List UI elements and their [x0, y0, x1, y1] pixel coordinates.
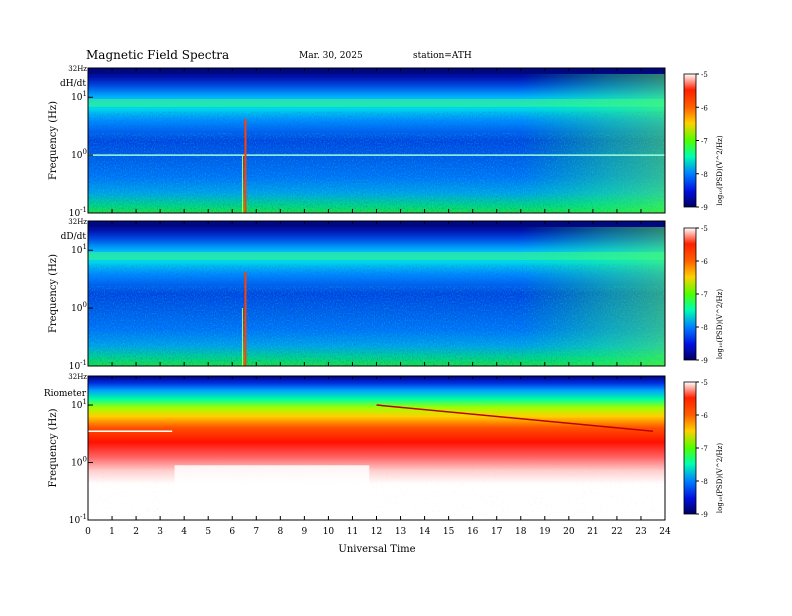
colorbar-tick-label: -6	[701, 104, 708, 112]
y-top-tick: 32Hz	[68, 373, 87, 381]
chart-date: Mar. 30, 2025	[299, 51, 363, 61]
colorbar-3: -5 -6 -7 -8 -9 log₁₀(PSD)(V^2/Hz)	[683, 379, 724, 519]
colorbar-tick-label: -5	[701, 379, 708, 387]
x-tick-label: 15	[443, 527, 455, 537]
colorbar-tick-label: -7	[701, 445, 708, 453]
colorbar-2: -5 -6 -7 -8 -9 log₁₀(PSD)(V^2/Hz)	[683, 225, 724, 365]
panel-3: Riometer 32Hz 101 100 10-1 Frequency (Hz)	[44, 373, 666, 526]
y-axis-label: Frequency (Hz)	[48, 254, 59, 333]
feature-band	[88, 98, 665, 107]
x-axis-label: Universal Time	[338, 544, 415, 555]
y-tick-label: 10-1	[69, 359, 87, 372]
x-tick-label: 2	[133, 527, 139, 537]
colorbar-tick-label: -9	[701, 204, 708, 212]
colorbar-tick-label: -8	[701, 171, 708, 179]
x-tick-label: 1	[109, 527, 115, 537]
colorbars: -5 -6 -7 -8 -9 log₁₀(PSD)(V^2/Hz) -5 -6 -7 -8 -9 lo…	[683, 71, 724, 519]
x-tick-label: 23	[635, 527, 647, 537]
x-tick-label: 19	[539, 527, 551, 537]
x-tick-label: 0	[85, 527, 91, 537]
y-tick-label: 100	[71, 148, 87, 161]
x-tick-label: 3	[157, 527, 163, 537]
x-tick-label: 16	[467, 527, 479, 537]
colorbar-tick-label: -8	[701, 478, 708, 486]
feature-band	[88, 251, 665, 260]
x-tick-label: 5	[205, 527, 211, 537]
colorbar-1: -5 -6 -7 -8 -9 log₁₀(PSD)(V^2/Hz)	[683, 71, 724, 212]
y-top-tick: 32Hz	[68, 65, 87, 73]
y-tick-label: 101	[71, 90, 87, 103]
x-tick-label: 6	[229, 527, 235, 537]
colorbar-tick-label: -9	[701, 511, 708, 519]
x-tick-label: 12	[371, 527, 382, 537]
y-top-tick: 32Hz	[68, 218, 87, 226]
colorbar-tick-label: -7	[701, 138, 708, 146]
colorbar-tick-label: -6	[701, 258, 708, 266]
colorbar-tick-label: -8	[701, 324, 708, 332]
colorbar-label: log₁₀(PSD)(V^2/Hz)	[716, 135, 724, 205]
colorbar-label: log₁₀(PSD)(V^2/Hz)	[716, 443, 724, 513]
x-tick-label: 13	[395, 527, 407, 537]
y-tick-label: 10-1	[69, 206, 87, 219]
x-tick-label: 17	[491, 527, 503, 537]
chart-title: Magnetic Field Spectra	[86, 48, 229, 62]
x-tick-label: 21	[587, 527, 598, 537]
y-tick-label: 100	[71, 456, 87, 469]
x-tick-label: 14	[419, 527, 431, 537]
y-tick-label: 101	[71, 398, 87, 411]
x-tick-label: 9	[302, 527, 308, 537]
spectrogram-wash	[88, 221, 665, 366]
colorbar-tick-label: -5	[701, 225, 708, 233]
colorbar-tick-label: -9	[701, 357, 708, 365]
y-tick-label: 100	[71, 301, 87, 314]
x-tick-label: 24	[659, 527, 671, 537]
colorbar-label: log₁₀(PSD)(V^2/Hz)	[716, 289, 724, 359]
spectrogram-quiet-block	[174, 465, 370, 520]
panel-label: dD/dt	[61, 232, 87, 242]
colorbar-tick-label: -5	[701, 71, 708, 79]
feature-sloped-line	[376, 404, 654, 432]
chart-header: Magnetic Field Spectra Mar. 30, 2025 sta…	[86, 48, 472, 62]
spectrogram-wash	[88, 68, 665, 213]
panel-2: dD/dt 32Hz 101 100 10-1 Frequency (Hz)	[48, 218, 666, 372]
panel-label: Riometer	[44, 389, 87, 399]
spectrogram-panels: dH/dt 32Hz 101 100 10-1 Frequency (Hz) dD/dt 32…	[44, 65, 666, 526]
x-axis: Universal Time 0 1 2 3 4 5 6 7 8 9 10 11 12 13 14 15 16 1…	[85, 527, 671, 555]
x-tick-label: 7	[253, 527, 259, 537]
y-axis-label: Frequency (Hz)	[48, 408, 59, 487]
x-tick-label: 11	[347, 527, 358, 537]
colorbar-gradient	[683, 73, 697, 208]
colorbar-gradient	[683, 227, 697, 361]
colorbar-gradient	[683, 381, 697, 515]
panel-label: dH/dt	[60, 79, 86, 89]
x-tick-label: 18	[515, 527, 527, 537]
x-tick-label: 4	[181, 527, 187, 537]
y-tick-label: 101	[71, 243, 87, 256]
x-tick-label: 10	[323, 527, 335, 537]
station-label: station=ATH	[413, 51, 472, 61]
x-tick-label: 22	[611, 527, 622, 537]
panel-1: dH/dt 32Hz 101 100 10-1 Frequency (Hz)	[48, 65, 666, 219]
x-tick-label: 8	[277, 527, 283, 537]
x-tick-label: 20	[563, 527, 575, 537]
y-tick-label: 10-1	[69, 513, 87, 526]
colorbar-tick-label: -6	[701, 412, 708, 420]
y-axis-label: Frequency (Hz)	[48, 101, 59, 180]
colorbar-tick-label: -7	[701, 291, 708, 299]
